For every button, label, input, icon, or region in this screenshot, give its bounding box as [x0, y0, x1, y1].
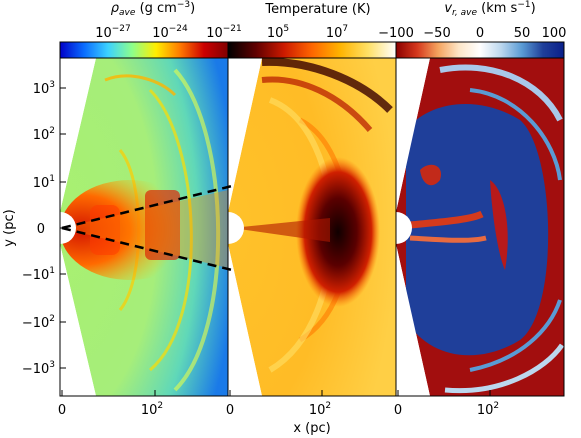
colorbar-temperature-tick: 107	[326, 24, 348, 41]
colorbar-velocity-tick: −100	[378, 26, 414, 41]
y-tick-label: 0	[37, 222, 45, 237]
x-axis-label: x (pc)	[293, 421, 330, 436]
density-upper-arc	[104, 74, 177, 97]
velocity-arc	[444, 343, 564, 394]
y-tick-label: 103	[33, 80, 55, 97]
velocity-blank-wedge	[396, 58, 430, 212]
colorbar-temperature	[227, 41, 397, 59]
colorbar-temperature-ticks: 105 107	[267, 24, 348, 41]
panel-velocity	[396, 58, 564, 396]
density-cone-fill	[60, 190, 228, 268]
panel-temperature	[228, 58, 396, 396]
velocity-arc	[469, 88, 562, 181]
y-axis-label: y (pc)	[2, 209, 17, 246]
colorbar-density-tick: 10−21	[206, 24, 242, 41]
colorbar-velocity-title: vr, ave (km s−1)	[444, 0, 535, 18]
colorbar-velocity-ticks: −100 −50 0 50 100	[378, 26, 566, 41]
velocity-outflow-streak	[409, 235, 487, 243]
y-tick-label: −103	[22, 360, 55, 377]
colorbar-density-title: ρave (g cm−3)	[111, 0, 195, 18]
temperature-jet	[232, 218, 330, 242]
velocity-arc	[469, 299, 562, 372]
velocity-outflow-blob	[490, 180, 508, 270]
y-axis-tick-labels: 103 102 101 0 −101 −102 −103	[22, 80, 55, 377]
velocity-inner-boundary	[396, 212, 412, 244]
density-blank-wedge	[60, 244, 96, 396]
colorbar-density-tick: 10−27	[95, 24, 131, 41]
colorbar-velocity-tick: 50	[514, 26, 531, 41]
temperature-upper-arc	[261, 76, 373, 132]
temperature-upper-dark-arc	[261, 58, 393, 113]
temperature-inner-boundary	[228, 212, 244, 244]
density-blob	[90, 205, 120, 255]
x-tick-label: 0	[394, 403, 402, 418]
y-tick-label: −101	[22, 266, 55, 283]
x-tick-label: 102	[141, 401, 163, 418]
velocity-outflow-blob	[420, 164, 441, 186]
colorbar-density-bar	[59, 41, 229, 59]
colorbar-density-tick: 10−24	[152, 24, 188, 41]
y-tick-label: 101	[33, 174, 55, 191]
velocity-blank-wedge	[396, 244, 430, 396]
colorbar-velocity-bar	[395, 41, 565, 59]
colorbar-density-ticks: 10−27 10−24 10−21	[95, 24, 242, 41]
panel-density	[60, 58, 228, 396]
density-blob	[145, 190, 180, 260]
colorbar-velocity-tick: 0	[476, 26, 484, 41]
colorbar-velocity-tick: −50	[423, 26, 450, 41]
colorbar-temperature-bar	[227, 41, 397, 59]
x-tick-label: 0	[226, 403, 234, 418]
x-axis-ticks	[61, 390, 491, 396]
density-inner-boundary	[60, 212, 76, 244]
colorbar-temperature-title: Temperature (K)	[264, 2, 370, 17]
y-tick-label: 102	[33, 126, 55, 143]
colorbar-velocity	[395, 41, 565, 59]
velocity-outflow-streak	[409, 210, 484, 229]
panel-velocity-frame	[395, 57, 565, 397]
x-tick-label: 102	[477, 401, 499, 418]
colorbar-density	[59, 41, 229, 59]
temperature-blank-wedge	[228, 244, 262, 396]
temperature-core	[296, 157, 380, 307]
velocity-inflow-region	[406, 103, 549, 356]
colorbar-velocity-tick: 100	[542, 26, 567, 41]
x-tick-label: 102	[309, 401, 331, 418]
density-blank-wedge	[60, 58, 96, 212]
velocity-arc	[439, 64, 563, 122]
x-axis-tick-labels: 0 102 0 102 0 102	[58, 401, 499, 418]
temperature-blank-wedge	[228, 58, 262, 212]
x-tick-label: 0	[58, 403, 66, 418]
density-shell	[173, 68, 221, 392]
y-axis-ticks	[60, 87, 66, 369]
colorbar-temperature-tick: 105	[267, 24, 289, 41]
y-tick-label: −102	[22, 314, 55, 331]
